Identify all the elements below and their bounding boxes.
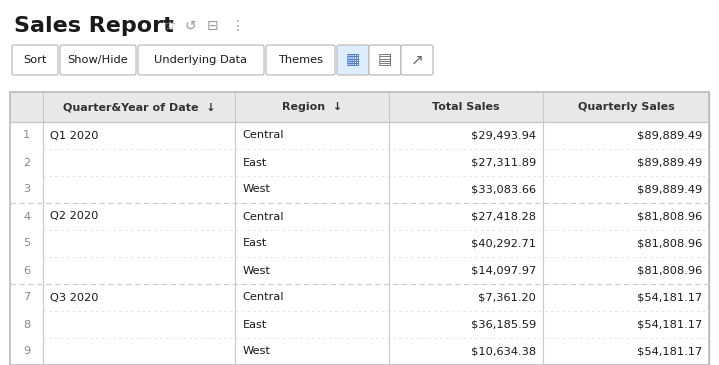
Bar <box>10 149 709 176</box>
Text: Central: Central <box>242 131 284 141</box>
Text: $33,083.66: $33,083.66 <box>471 184 536 195</box>
Text: $7,361.20: $7,361.20 <box>478 292 536 303</box>
Text: $81,808.96: $81,808.96 <box>637 211 702 222</box>
Text: Underlying Data: Underlying Data <box>155 55 247 65</box>
Text: 8: 8 <box>23 319 30 330</box>
Text: Sort: Sort <box>23 55 47 65</box>
Bar <box>10 338 709 365</box>
Text: Total Sales: Total Sales <box>432 102 500 112</box>
Text: Sales Report: Sales Report <box>14 16 174 36</box>
Text: ↺: ↺ <box>185 19 196 33</box>
Text: 9: 9 <box>23 346 30 357</box>
FancyBboxPatch shape <box>266 45 335 75</box>
Text: $29,493.94: $29,493.94 <box>471 131 536 141</box>
Text: ↗: ↗ <box>411 53 423 68</box>
Text: $14,097.97: $14,097.97 <box>470 265 536 276</box>
Text: $89,889.49: $89,889.49 <box>637 184 702 195</box>
Text: 7: 7 <box>23 292 30 303</box>
Text: $54,181.17: $54,181.17 <box>637 292 702 303</box>
Text: ⊟: ⊟ <box>207 19 219 33</box>
Bar <box>10 284 709 311</box>
Text: Quarterly Sales: Quarterly Sales <box>577 102 674 112</box>
Text: Quarter&Year of Date  ↓: Quarter&Year of Date ↓ <box>63 102 216 112</box>
Text: $81,808.96: $81,808.96 <box>637 265 702 276</box>
Bar <box>10 122 709 149</box>
Text: Region  ↓: Region ↓ <box>282 102 342 112</box>
Text: East: East <box>242 238 267 249</box>
Text: $27,311.89: $27,311.89 <box>470 158 536 168</box>
FancyBboxPatch shape <box>369 45 401 75</box>
Bar <box>10 311 709 338</box>
Bar <box>10 257 709 284</box>
Text: $54,181.17: $54,181.17 <box>637 346 702 357</box>
Text: East: East <box>242 158 267 168</box>
Text: $27,418.28: $27,418.28 <box>471 211 536 222</box>
Text: 1: 1 <box>23 131 30 141</box>
Bar <box>10 203 709 230</box>
FancyBboxPatch shape <box>60 45 136 75</box>
Text: West: West <box>242 346 270 357</box>
Text: West: West <box>242 265 270 276</box>
Text: $40,292.71: $40,292.71 <box>471 238 536 249</box>
Text: ⋮: ⋮ <box>231 19 245 33</box>
Text: 4: 4 <box>23 211 30 222</box>
FancyBboxPatch shape <box>12 45 58 75</box>
Text: 5: 5 <box>23 238 30 249</box>
Text: ▤: ▤ <box>377 53 392 68</box>
Text: ☆: ☆ <box>163 19 175 33</box>
FancyBboxPatch shape <box>401 45 433 75</box>
Text: West: West <box>242 184 270 195</box>
Text: $36,185.59: $36,185.59 <box>470 319 536 330</box>
Text: $81,808.96: $81,808.96 <box>637 238 702 249</box>
Bar <box>10 92 709 122</box>
Text: $89,889.49: $89,889.49 <box>637 131 702 141</box>
Bar <box>10 92 709 365</box>
Text: Show/Hide: Show/Hide <box>68 55 129 65</box>
Bar <box>10 176 709 203</box>
Text: 2: 2 <box>23 158 30 168</box>
Text: 6: 6 <box>23 265 30 276</box>
Text: Q3 2020: Q3 2020 <box>50 292 99 303</box>
Text: $54,181.17: $54,181.17 <box>637 319 702 330</box>
Text: Central: Central <box>242 292 284 303</box>
FancyBboxPatch shape <box>138 45 264 75</box>
Text: Q1 2020: Q1 2020 <box>50 131 99 141</box>
Text: Themes: Themes <box>278 55 323 65</box>
FancyBboxPatch shape <box>337 45 369 75</box>
Text: Central: Central <box>242 211 284 222</box>
Text: ▦: ▦ <box>346 53 360 68</box>
Text: $89,889.49: $89,889.49 <box>637 158 702 168</box>
Text: East: East <box>242 319 267 330</box>
Text: $10,634.38: $10,634.38 <box>471 346 536 357</box>
Text: 3: 3 <box>23 184 30 195</box>
Bar <box>10 92 709 365</box>
Bar <box>10 230 709 257</box>
Text: Q2 2020: Q2 2020 <box>50 211 99 222</box>
